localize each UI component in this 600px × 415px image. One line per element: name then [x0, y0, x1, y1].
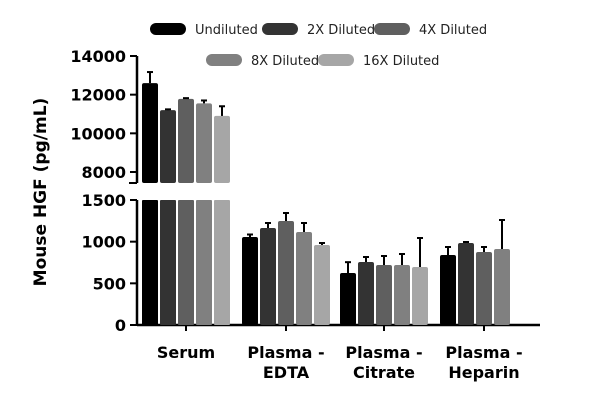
legend-label: 8X Diluted [251, 54, 319, 69]
bar [394, 265, 410, 325]
x-tick-label: Plasma - [445, 343, 522, 362]
x-tick-label: Heparin [448, 363, 519, 382]
bars [142, 71, 510, 325]
bar-lower-segment [160, 200, 176, 325]
bar [458, 243, 474, 325]
y-tick-label: 10000 [70, 124, 126, 143]
legend-label: 2X Diluted [307, 23, 375, 38]
axes: 0 500 1000 1500 8000 10000 12000 14000 [70, 47, 540, 335]
bar [242, 237, 258, 325]
y-tick-label: 1000 [81, 233, 126, 252]
bar [376, 265, 392, 325]
bar [314, 245, 330, 325]
bar [278, 221, 294, 325]
bar [214, 115, 230, 183]
bar-lower-segment [214, 200, 230, 325]
y-tick-label: 1500 [81, 191, 126, 210]
legend-label: 16X Diluted [363, 54, 439, 69]
bar [494, 249, 510, 325]
y-tick-label: 8000 [81, 163, 126, 182]
bar [440, 255, 456, 325]
y-tick-label: 14000 [70, 47, 126, 66]
x-tick-label: Plasma - [247, 343, 324, 362]
x-tick-label: Citrate [353, 363, 415, 382]
legend-label: Undiluted [195, 23, 258, 38]
bar [358, 262, 374, 325]
y-axis-label: Mouse HGF (pg/mL) [31, 98, 51, 287]
bar [296, 232, 312, 325]
x-tick-label: Plasma - [345, 343, 422, 362]
bar [340, 273, 356, 325]
bar [196, 103, 212, 183]
legend-label: 4X Diluted [419, 23, 487, 38]
legend-swatch [150, 23, 186, 35]
x-tick-label: EDTA [263, 363, 310, 382]
bar [178, 98, 194, 183]
bar [476, 252, 492, 325]
legend-swatch [374, 23, 410, 35]
bar [260, 228, 276, 325]
y-tick-label: 0 [115, 316, 126, 335]
y-tick-label: 12000 [70, 86, 126, 105]
legend-swatch [318, 54, 354, 66]
bar [160, 110, 176, 183]
bar [412, 267, 428, 325]
y-tick-label: 500 [93, 274, 126, 293]
legend-swatch [262, 23, 298, 35]
bar-lower-segment [142, 200, 158, 325]
bar-lower-segment [178, 200, 194, 325]
bar-lower-segment [196, 200, 212, 325]
x-tick-label: Serum [157, 343, 215, 362]
legend: Undiluted 2X Diluted 4X Diluted 8X Diluted 1… [150, 23, 487, 69]
legend-swatch [206, 54, 242, 66]
bar [142, 83, 158, 183]
